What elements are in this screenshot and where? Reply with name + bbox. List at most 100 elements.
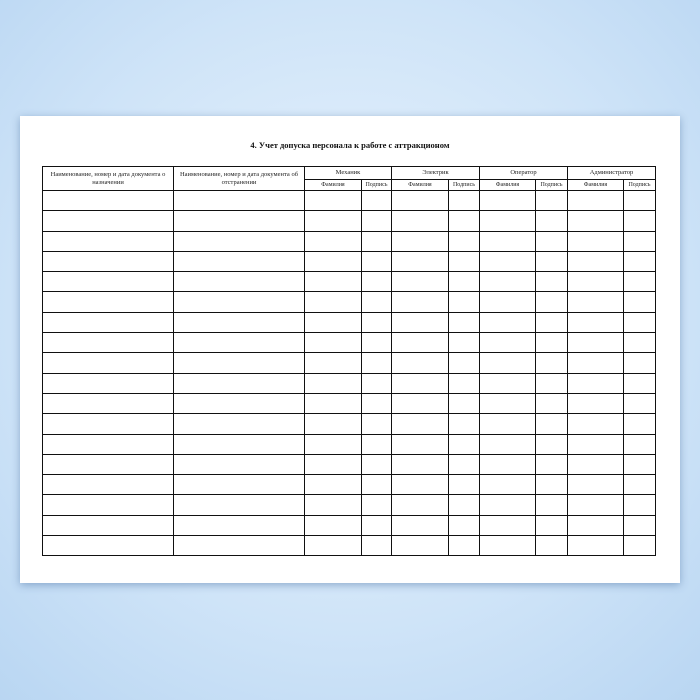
table-cell (567, 433, 624, 455)
header-operator: Оператор (479, 166, 568, 180)
table-cell (535, 189, 568, 212)
table-cell (535, 372, 568, 394)
table-cell (535, 332, 568, 354)
table-cell (448, 291, 480, 313)
table-cell (567, 291, 624, 313)
table-cell (567, 271, 624, 293)
table-cell (361, 494, 392, 516)
table-cell (173, 453, 305, 476)
table-cell (535, 352, 568, 374)
table-cell (479, 474, 536, 496)
header-mechanic: Механик (304, 166, 392, 180)
table-cell (42, 311, 174, 334)
table-row (42, 189, 656, 212)
table-row (42, 535, 656, 557)
table-cell (42, 291, 174, 313)
table-cell (479, 433, 536, 455)
table-cell (623, 514, 656, 537)
table-row (42, 514, 656, 537)
table-cell (623, 352, 656, 374)
table-cell (391, 230, 449, 252)
table-cell (173, 210, 305, 232)
table-cell (42, 230, 174, 252)
table-cell (535, 291, 568, 313)
table-cell (361, 189, 392, 212)
table-cell (448, 230, 480, 252)
table-cell (361, 311, 392, 334)
table-cell (173, 413, 305, 435)
table-cell (304, 474, 362, 496)
table-cell (42, 271, 174, 293)
table-row (42, 474, 656, 496)
table-cell (567, 352, 624, 374)
table-cell (448, 372, 480, 394)
table-cell (42, 413, 174, 435)
table-cell (448, 494, 480, 516)
table-cell (391, 271, 449, 293)
table-cell (479, 250, 536, 273)
table-cell (567, 332, 624, 354)
table-cell (535, 453, 568, 476)
table-cell (535, 392, 568, 415)
header-signature: Подпись (448, 179, 480, 191)
table-row (42, 291, 656, 313)
document-page: 4. Учет допуска персонала к работе с атт… (20, 116, 680, 583)
header-doc-remove: Наименование, номер и дата документа об … (173, 166, 305, 191)
table-cell (304, 535, 362, 557)
table-cell (623, 291, 656, 313)
table-cell (448, 413, 480, 435)
table-cell (479, 413, 536, 435)
personnel-admission-table: Наименование, номер и дата документа о н… (42, 166, 656, 557)
table-cell (304, 250, 362, 273)
table-cell (173, 332, 305, 354)
table-cell (173, 433, 305, 455)
table-cell (42, 453, 174, 476)
table-cell (535, 433, 568, 455)
header-signature: Подпись (623, 179, 656, 191)
table-cell (42, 514, 174, 537)
table-cell (448, 535, 480, 557)
table-cell (479, 210, 536, 232)
table-cell (448, 332, 480, 354)
table-cell (567, 392, 624, 415)
table-cell (391, 514, 449, 537)
page-title: 4. Учет допуска персонала к работе с атт… (250, 140, 450, 150)
table-cell (361, 271, 392, 293)
table-cell (361, 392, 392, 415)
table-cell (391, 494, 449, 516)
table-cell (391, 291, 449, 313)
header-surname: Фамилия (304, 179, 362, 191)
table-cell (567, 250, 624, 273)
table-cell (479, 535, 536, 557)
table-cell (304, 433, 362, 455)
table-cell (391, 372, 449, 394)
table-cell (173, 311, 305, 334)
table-cell (567, 311, 624, 334)
table-cell (173, 352, 305, 374)
table-cell (361, 474, 392, 496)
table-cell (361, 250, 392, 273)
table-cell (567, 514, 624, 537)
header-signature: Подпись (535, 179, 568, 191)
table-cell (623, 311, 656, 334)
table-cell (535, 271, 568, 293)
table-row (42, 230, 656, 252)
table-cell (391, 535, 449, 557)
table-row (42, 494, 656, 516)
table-cell (304, 372, 362, 394)
table-cell (479, 392, 536, 415)
table-cell (448, 189, 480, 212)
table-cell (479, 311, 536, 334)
header-doc-assign: Наименование, номер и дата документа о н… (42, 166, 174, 191)
table-cell (391, 210, 449, 232)
table-cell (391, 352, 449, 374)
header-administrator: Администратор (567, 166, 656, 180)
table-cell (173, 230, 305, 252)
table-cell (567, 474, 624, 496)
table-cell (479, 271, 536, 293)
table-row (42, 413, 656, 435)
table-cell (448, 514, 480, 537)
table-cell (304, 291, 362, 313)
table-cell (304, 271, 362, 293)
table-cell (567, 210, 624, 232)
